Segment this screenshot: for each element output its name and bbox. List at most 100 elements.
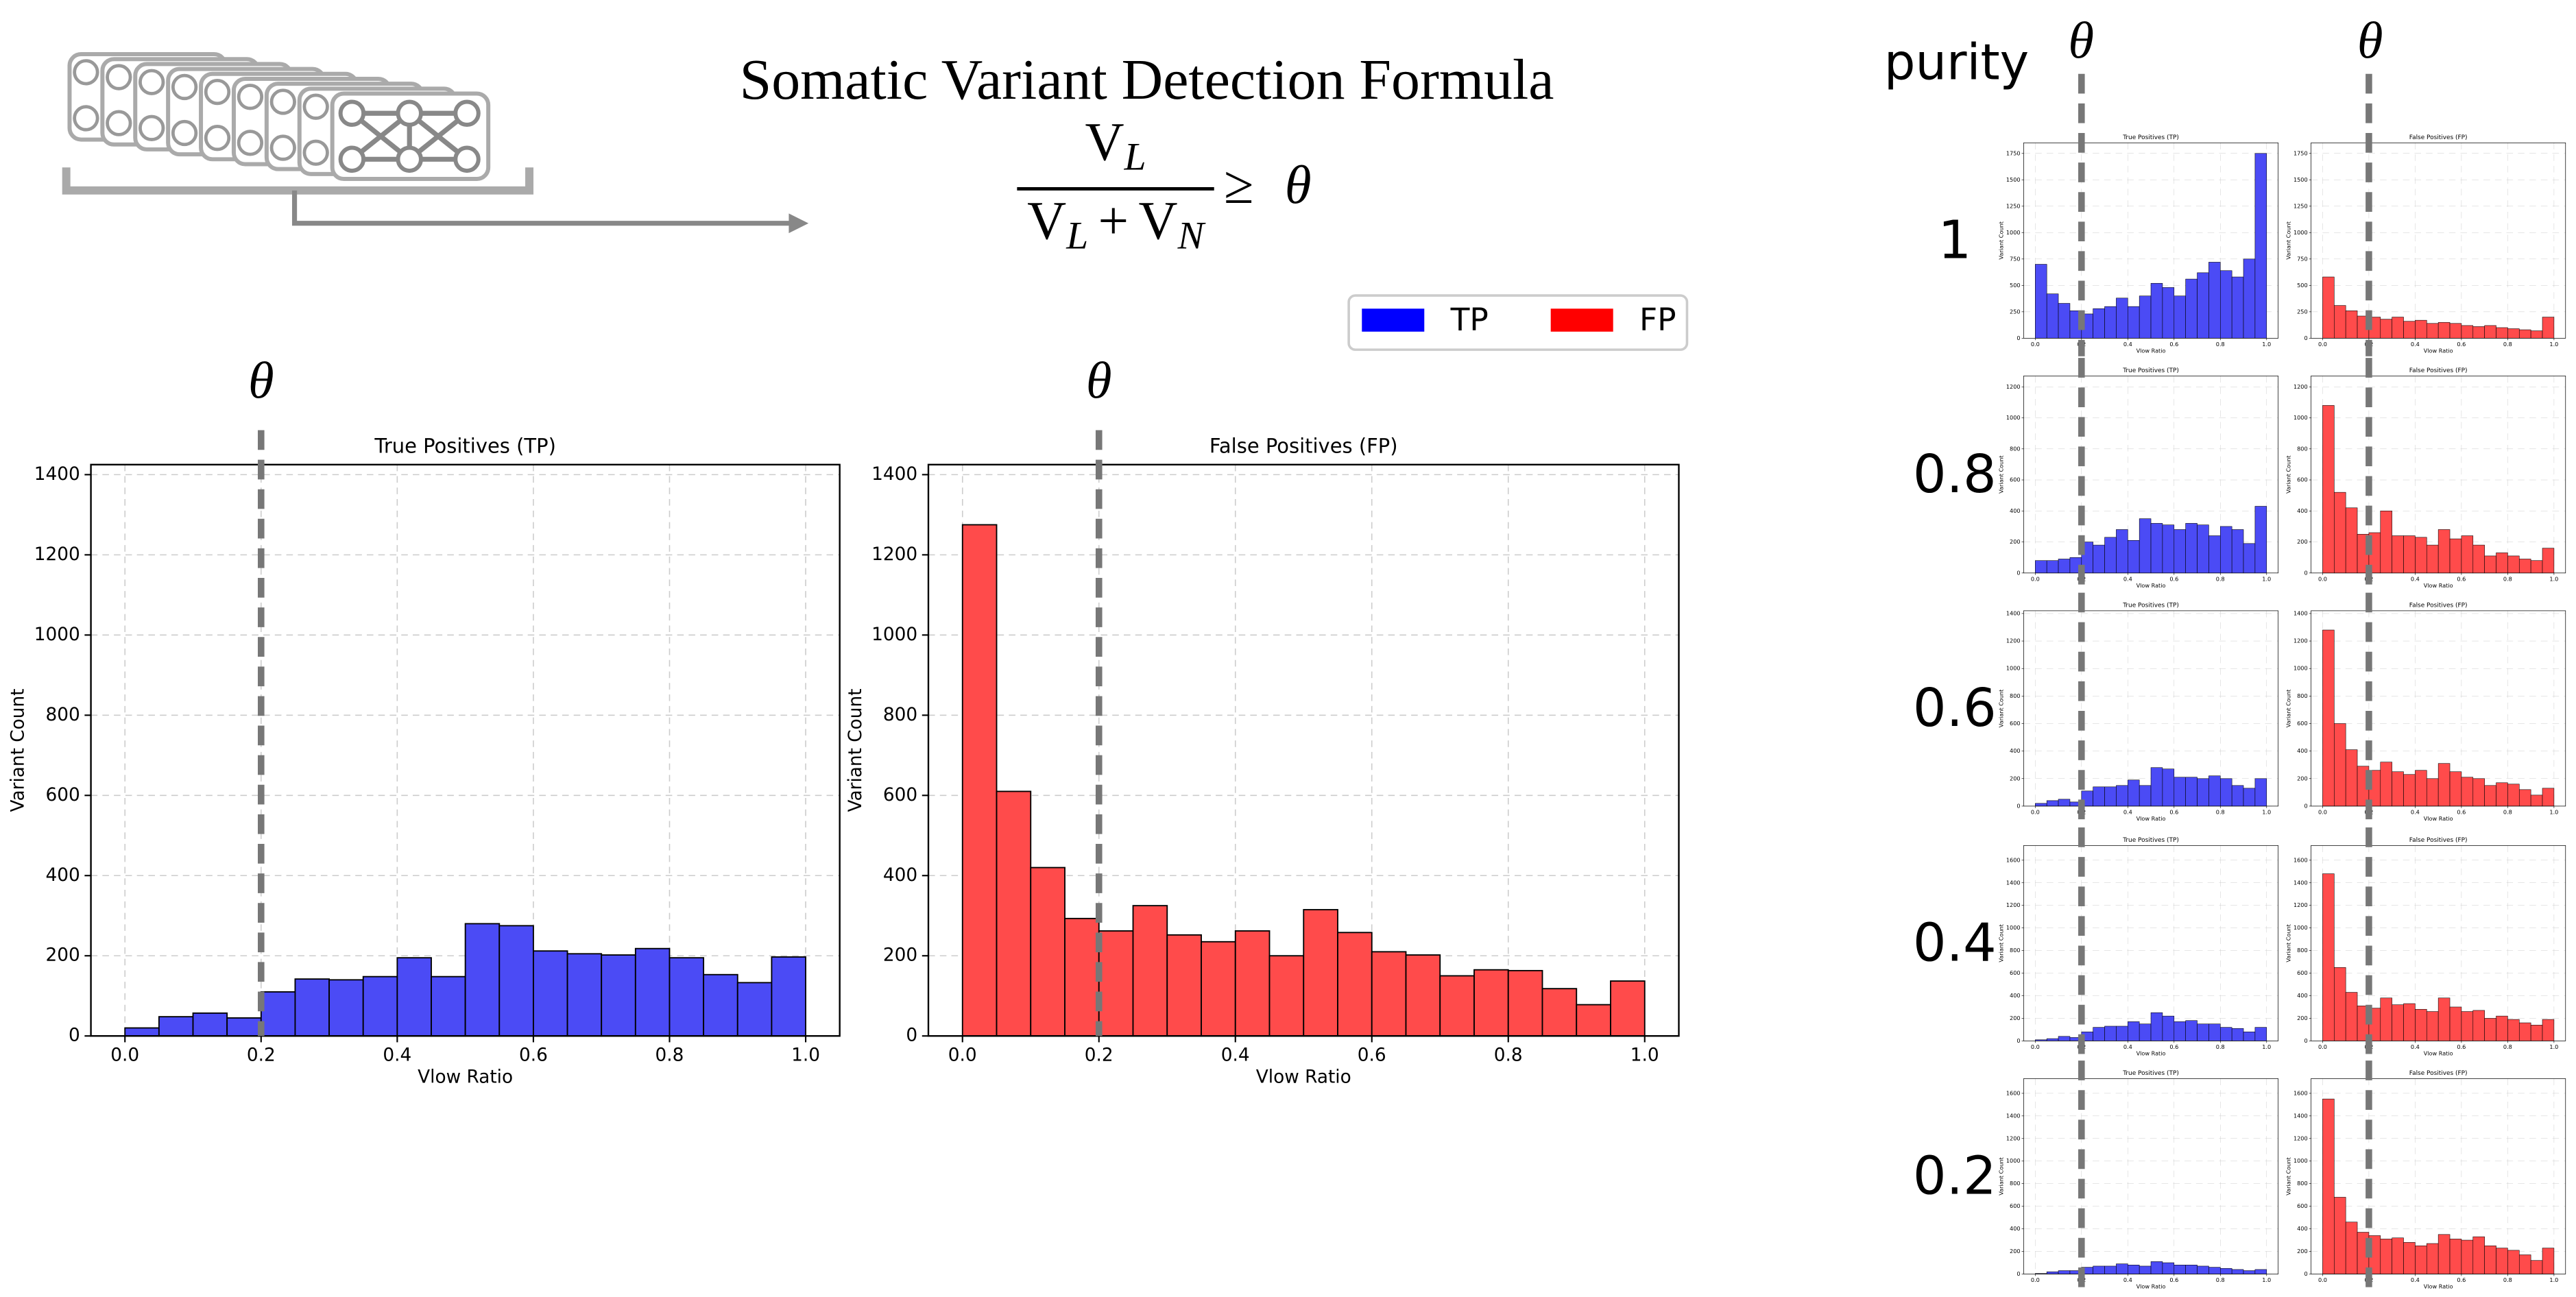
bar bbox=[2058, 303, 2071, 339]
y-tick-label: 800 bbox=[2010, 947, 2021, 954]
bar bbox=[2518, 789, 2531, 807]
bar bbox=[2415, 1008, 2427, 1041]
bar bbox=[2162, 1262, 2175, 1274]
y-tick-label: 400 bbox=[2297, 507, 2308, 514]
bar bbox=[2035, 560, 2047, 574]
formula-operator: + bbox=[1098, 192, 1129, 252]
plot-frame bbox=[2023, 845, 2279, 1041]
bar bbox=[2461, 1011, 2474, 1041]
bar bbox=[2530, 560, 2543, 574]
x-axis-label: Vlow Ratio bbox=[2424, 1050, 2453, 1057]
bar bbox=[2437, 1234, 2451, 1274]
y-axis-label: Variant Count bbox=[1997, 221, 2004, 260]
x-tick-label: 0.0 bbox=[2318, 1043, 2327, 1050]
formula-subscript: L bbox=[1124, 136, 1146, 179]
y-tick-label: 1000 bbox=[2006, 414, 2021, 421]
x-tick-label: 0.4 bbox=[1221, 1045, 1250, 1066]
formula-symbol: V bbox=[1027, 192, 1066, 252]
bar bbox=[2345, 507, 2358, 574]
bar bbox=[2415, 319, 2427, 339]
y-tick-label: 0 bbox=[2304, 335, 2307, 341]
y-tick-label: 750 bbox=[2297, 255, 2308, 262]
y-tick-label: 400 bbox=[2010, 747, 2021, 754]
model-node bbox=[73, 105, 99, 132]
y-tick-label: 0 bbox=[2017, 335, 2020, 341]
y-tick-label: 400 bbox=[2297, 747, 2308, 754]
bar bbox=[2542, 1248, 2555, 1274]
bar bbox=[2231, 1028, 2244, 1041]
model-node bbox=[139, 114, 165, 141]
bar bbox=[2150, 767, 2163, 807]
y-tick-label: 800 bbox=[2297, 692, 2308, 699]
model-node bbox=[73, 59, 99, 86]
bar bbox=[1337, 932, 1373, 1037]
bar bbox=[2254, 153, 2267, 339]
bar bbox=[328, 979, 364, 1037]
bar bbox=[2461, 777, 2474, 807]
y-tick-label: 1000 bbox=[2294, 1157, 2308, 1164]
x-tick-label: 0.4 bbox=[2123, 808, 2132, 815]
x-tick-label: 0.8 bbox=[2503, 341, 2512, 348]
legend-swatch bbox=[1362, 308, 1425, 332]
bar bbox=[2116, 785, 2128, 807]
chart-title: True Positives (TP) bbox=[2122, 837, 2179, 844]
x-tick-label: 0.6 bbox=[2169, 1276, 2178, 1283]
x-tick-label: 0.8 bbox=[655, 1045, 684, 1066]
bar bbox=[2334, 1197, 2346, 1274]
bar bbox=[2380, 762, 2392, 807]
bar bbox=[2219, 1027, 2232, 1041]
bar bbox=[2507, 1250, 2520, 1274]
bar bbox=[2058, 1036, 2071, 1041]
y-axis-label: Variant Count bbox=[8, 689, 29, 812]
bar bbox=[2392, 771, 2404, 807]
y-tick-label: 1600 bbox=[2294, 856, 2308, 863]
bar bbox=[192, 1012, 228, 1037]
y-tick-label: 600 bbox=[2297, 476, 2308, 483]
bar bbox=[2461, 325, 2474, 339]
bar bbox=[2449, 771, 2462, 807]
y-axis-label: Variant Count bbox=[2285, 1157, 2291, 1196]
bar bbox=[2116, 1026, 2128, 1041]
bar bbox=[1473, 969, 1509, 1037]
bar bbox=[2254, 506, 2267, 574]
chart-title: False Positives (FP) bbox=[2409, 367, 2468, 374]
bar bbox=[2496, 782, 2508, 807]
bar bbox=[2243, 543, 2256, 574]
y-tick-label: 0 bbox=[2017, 802, 2020, 809]
purity-level: 0.2 bbox=[1913, 1146, 1997, 1207]
y-tick-label: 1250 bbox=[2006, 202, 2021, 209]
bar bbox=[2197, 778, 2209, 807]
bar bbox=[2128, 779, 2140, 807]
bar bbox=[2322, 405, 2335, 574]
model-node bbox=[237, 84, 264, 110]
bar bbox=[294, 978, 330, 1037]
bar bbox=[2322, 873, 2335, 1041]
x-tick-label: 1.0 bbox=[2262, 1276, 2271, 1283]
bar bbox=[2437, 763, 2451, 807]
x-axis-label: Vlow Ratio bbox=[2424, 582, 2453, 589]
y-tick-label: 1600 bbox=[2006, 856, 2021, 863]
bar bbox=[2472, 544, 2485, 574]
x-tick-label: 0.6 bbox=[2457, 1043, 2466, 1050]
bar bbox=[2530, 1025, 2543, 1041]
y-tick-label: 1000 bbox=[34, 625, 80, 645]
bar bbox=[2437, 997, 2451, 1041]
x-tick-label: 0.6 bbox=[2457, 1276, 2466, 1283]
bar bbox=[2345, 992, 2358, 1041]
chart-title: False Positives (FP) bbox=[2409, 134, 2468, 141]
bar bbox=[2139, 785, 2152, 807]
bar bbox=[2150, 523, 2163, 574]
bar bbox=[2093, 544, 2105, 574]
bar bbox=[2174, 529, 2186, 574]
x-tick-label: 0.0 bbox=[2318, 341, 2327, 348]
y-tick-label: 0 bbox=[2304, 569, 2307, 576]
y-tick-label: 800 bbox=[2297, 947, 2308, 954]
bar bbox=[2208, 262, 2221, 339]
y-tick-label: 1400 bbox=[2006, 879, 2021, 886]
y-tick-label: 1750 bbox=[2294, 149, 2308, 156]
y-tick-label: 600 bbox=[2010, 1202, 2021, 1209]
bar bbox=[2472, 1010, 2485, 1041]
purity-label: purity bbox=[1884, 33, 2029, 90]
bar bbox=[2392, 1237, 2404, 1274]
bar bbox=[2219, 778, 2232, 807]
